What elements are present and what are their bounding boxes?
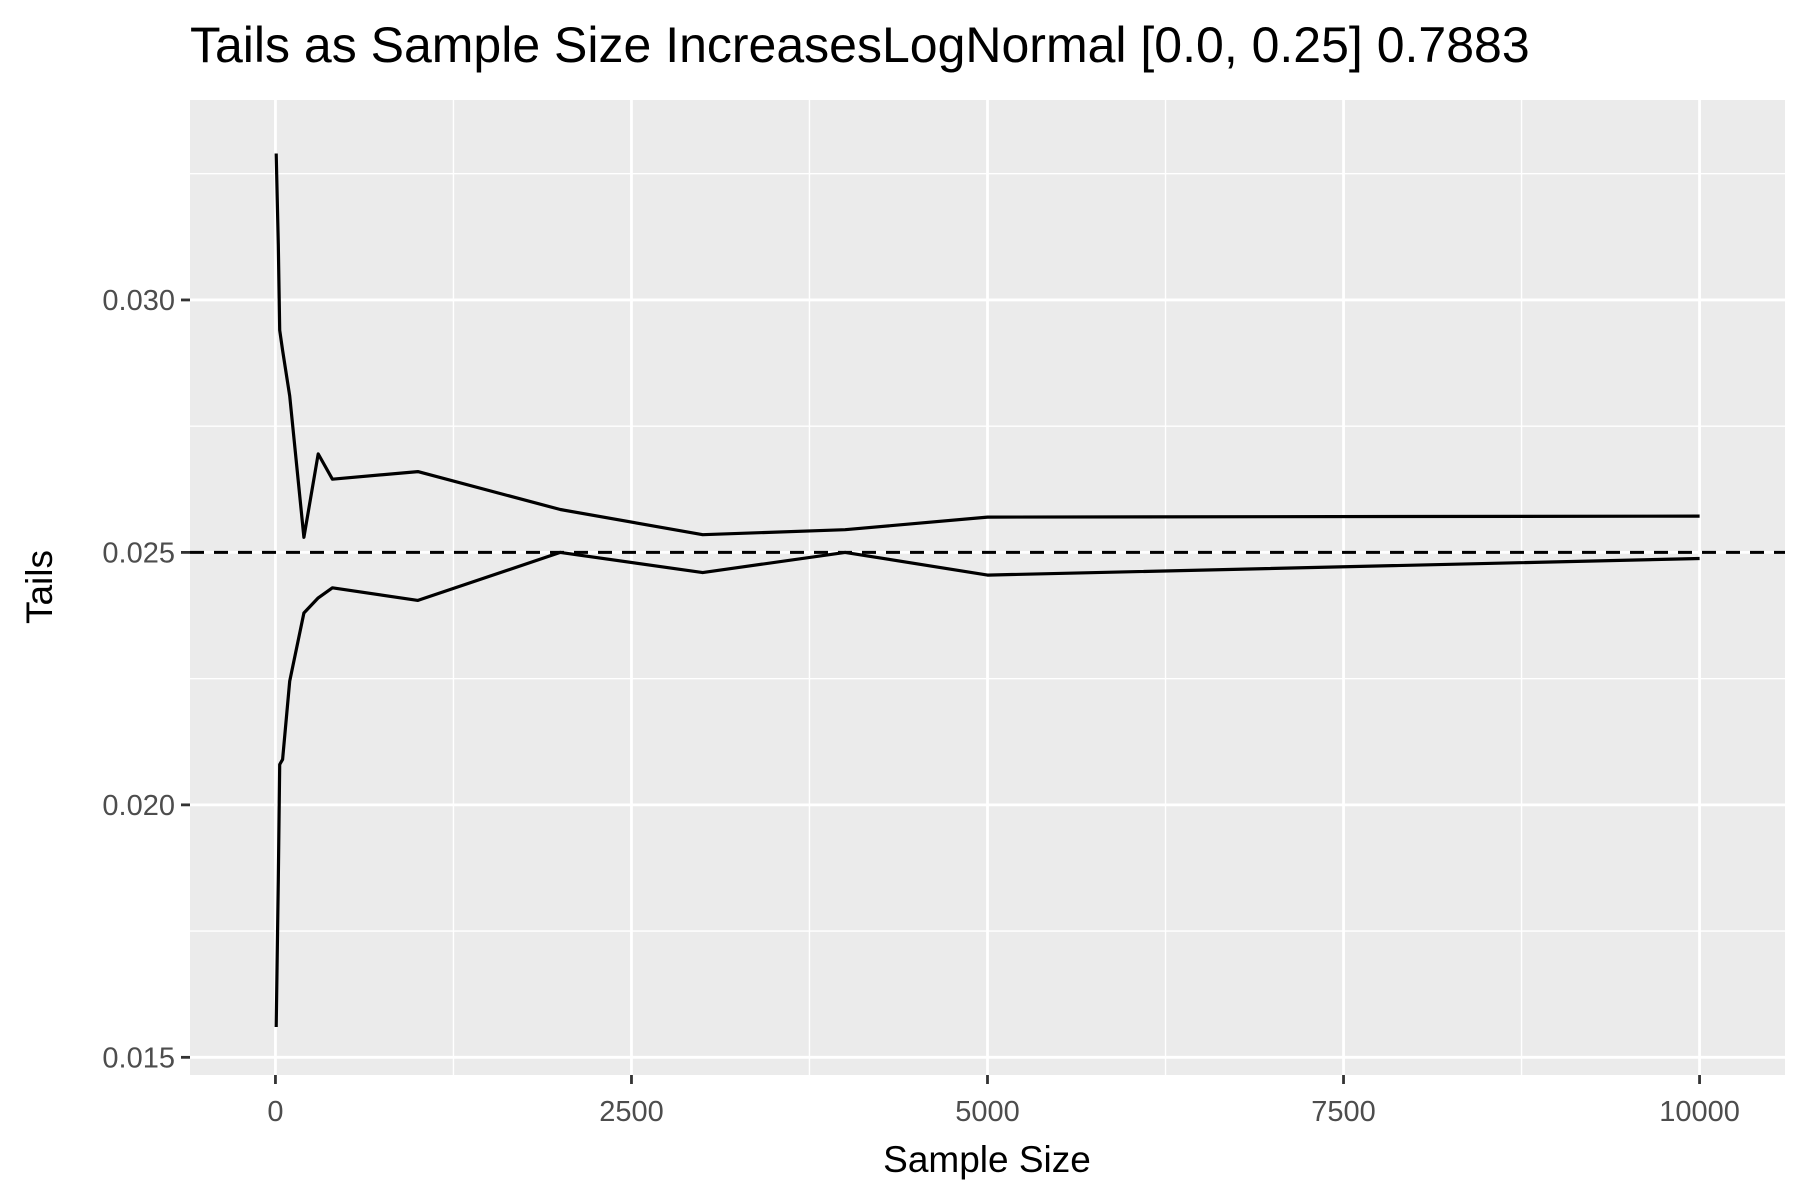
x-tick-label: 0 — [267, 1096, 283, 1128]
y-tick-label: 0.020 — [102, 790, 175, 822]
x-tick-label: 5000 — [955, 1096, 1020, 1128]
y-axis: 0.015 0.020 0.025 0.030 — [102, 285, 190, 1074]
y-axis-title: Tails — [19, 550, 60, 624]
x-tick-label: 7500 — [1311, 1096, 1376, 1128]
series-line-2 — [274, 550, 1700, 1028]
series-line-1 — [274, 153, 1700, 539]
chart-title: Tails as Sample Size IncreasesLogNormal … — [190, 17, 1530, 73]
x-axis: 0 2500 5000 7500 10000 — [267, 1075, 1740, 1128]
x-axis-title: Sample Size — [883, 1139, 1091, 1180]
y-tick-label: 0.030 — [102, 285, 175, 317]
x-tick-label: 10000 — [1659, 1096, 1740, 1128]
y-tick-label: 0.025 — [102, 537, 175, 569]
series-layer — [190, 153, 1785, 1028]
y-tick-label: 0.015 — [102, 1042, 175, 1074]
x-tick-label: 2500 — [599, 1096, 664, 1128]
